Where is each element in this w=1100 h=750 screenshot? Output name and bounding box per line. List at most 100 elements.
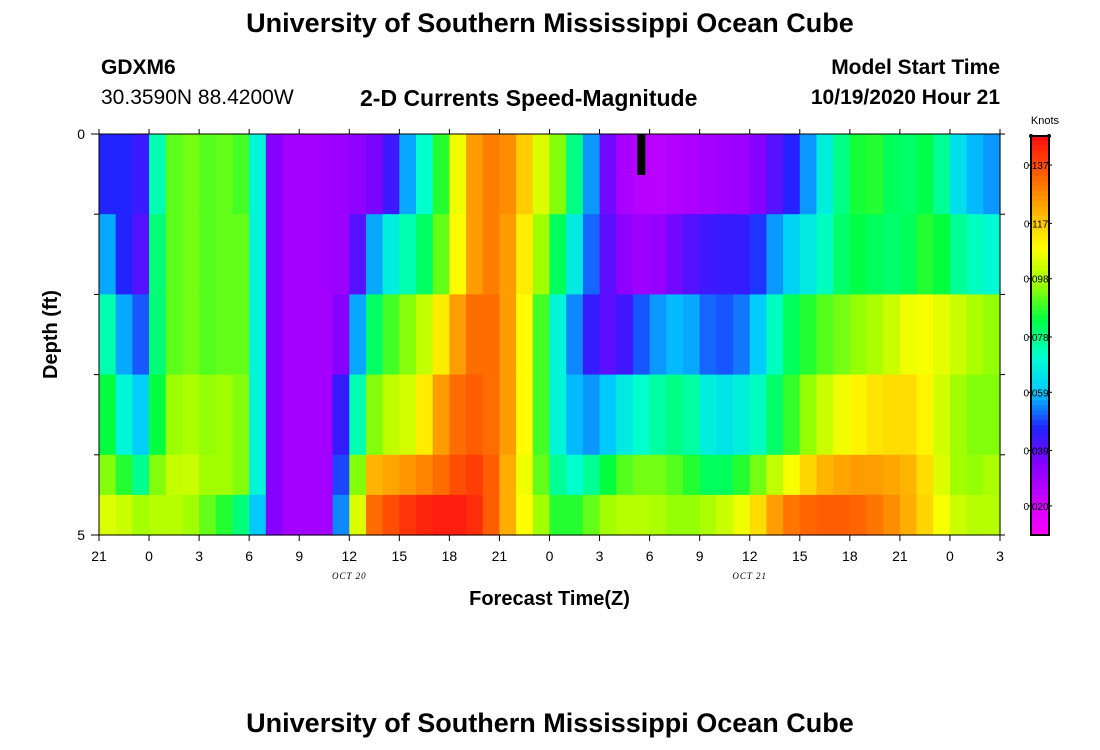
heatmap-cell — [949, 494, 968, 536]
heatmap-cell — [232, 374, 250, 456]
heatmap-cell — [199, 134, 217, 215]
x-tick-label: 0 — [145, 548, 153, 564]
x-tick-label: 12 — [742, 548, 758, 564]
heatmap-cell — [432, 494, 450, 536]
colorbar-segment — [1031, 145, 1049, 152]
heatmap-cell — [349, 294, 367, 376]
heatmap-cell — [215, 134, 234, 215]
heatmap-cell — [749, 494, 768, 536]
heatmap-cell — [99, 454, 117, 496]
heatmap-cell — [599, 214, 617, 295]
heatmap-cell — [549, 454, 567, 496]
heatmap-cell — [649, 454, 667, 496]
x-tick-label: 15 — [792, 548, 808, 564]
heatmap-cell — [332, 454, 350, 496]
heatmap-cell — [949, 214, 968, 295]
heatmap-cell — [966, 494, 984, 536]
heatmap-cell — [416, 214, 434, 295]
heatmap-cell — [799, 294, 818, 376]
heatmap-cell — [966, 214, 984, 295]
heatmap-cell — [983, 494, 1001, 536]
heatmap-cell — [199, 294, 217, 376]
heatmap-cell — [666, 374, 684, 456]
colorbar-segment — [1031, 385, 1049, 391]
heatmap-cell — [199, 494, 217, 536]
footer-title: University of Southern Mississippi Ocean… — [246, 708, 854, 738]
heatmap-cell — [516, 214, 534, 295]
colorbar-segment — [1031, 136, 1049, 142]
heatmap-cell — [899, 374, 918, 456]
colorbar-tick-label: 0.137 — [1023, 161, 1048, 172]
heatmap-cell — [632, 294, 651, 376]
heatmap-cell — [182, 374, 200, 456]
heatmap-cell — [616, 214, 634, 295]
x-tick-label: 18 — [442, 548, 458, 564]
heatmap-cell — [365, 294, 384, 376]
heatmap-cells — [99, 134, 1001, 536]
heatmap-cell — [432, 374, 450, 456]
heatmap-cell — [149, 374, 167, 456]
heatmap-cell — [265, 454, 284, 496]
heatmap-cell — [249, 374, 267, 456]
heatmap-cell — [582, 134, 601, 215]
heatmap-cell — [265, 494, 284, 536]
heatmap-cell — [883, 294, 901, 376]
heatmap-cell — [165, 294, 184, 376]
heatmap-cell — [766, 134, 784, 215]
heatmap-cell — [399, 134, 417, 215]
heatmap-cell — [983, 214, 1001, 295]
heatmap-cell — [682, 294, 701, 376]
colorbar-segment — [1031, 180, 1049, 187]
colorbar-unit-label: Knots — [1031, 115, 1060, 127]
colorbar-segment — [1031, 455, 1049, 461]
heatmap-cell — [249, 214, 267, 295]
heatmap-cell — [883, 454, 901, 496]
heatmap-cell — [382, 374, 400, 456]
colorbar-segment — [1031, 390, 1049, 396]
heatmap-cell — [132, 134, 150, 215]
heatmap-cell — [349, 494, 367, 536]
heatmap-cell — [299, 134, 317, 215]
heatmap-cell — [482, 454, 501, 496]
heatmap-cell — [382, 294, 400, 376]
colorbar-segment — [1031, 355, 1049, 362]
heatmap-cell — [733, 454, 751, 496]
heatmap-cell — [833, 494, 851, 536]
heatmap-cell — [416, 454, 434, 496]
heatmap-cell — [949, 454, 968, 496]
x-axis-title: Forecast Time(Z) — [469, 588, 630, 610]
colorbar-segment — [1031, 420, 1049, 426]
colorbar-segment — [1031, 520, 1049, 526]
heatmap-cell — [883, 134, 901, 215]
colorbar-segment — [1031, 440, 1049, 446]
heatmap-cell — [432, 294, 450, 376]
heatmap-cell — [482, 494, 501, 536]
heatmap-cell — [115, 134, 133, 215]
heatmap-cell — [532, 294, 551, 376]
heatmap-cell — [549, 494, 567, 536]
heatmap-cell — [866, 374, 884, 456]
colorbar-segment — [1031, 345, 1049, 352]
colorbar-segment — [1031, 225, 1049, 232]
heatmap-cell — [766, 374, 784, 456]
heatmap-cell — [766, 214, 784, 295]
heatmap-cell — [649, 134, 667, 215]
heatmap-cell — [149, 454, 167, 496]
colorbar-tick-label: 0.020 — [1023, 502, 1048, 513]
colorbar-segment — [1031, 425, 1049, 431]
heatmap-cell — [299, 494, 317, 536]
heatmap-cell — [616, 374, 634, 456]
heatmap-cell — [949, 134, 968, 215]
heatmap-cell — [182, 214, 200, 295]
model-start-value: 10/19/2020 Hour 21 — [810, 86, 1000, 109]
heatmap-cell — [716, 374, 734, 456]
colorbar-segment — [1031, 335, 1049, 342]
colorbar-segment — [1031, 500, 1049, 506]
heatmap-cell — [165, 134, 184, 215]
heatmap-cell — [516, 134, 534, 215]
heatmap-cell — [866, 134, 884, 215]
x-tick-label: 9 — [696, 548, 704, 564]
heatmap-cell — [632, 494, 651, 536]
heatmap-cell — [365, 374, 384, 456]
heatmap-cell — [916, 374, 934, 456]
